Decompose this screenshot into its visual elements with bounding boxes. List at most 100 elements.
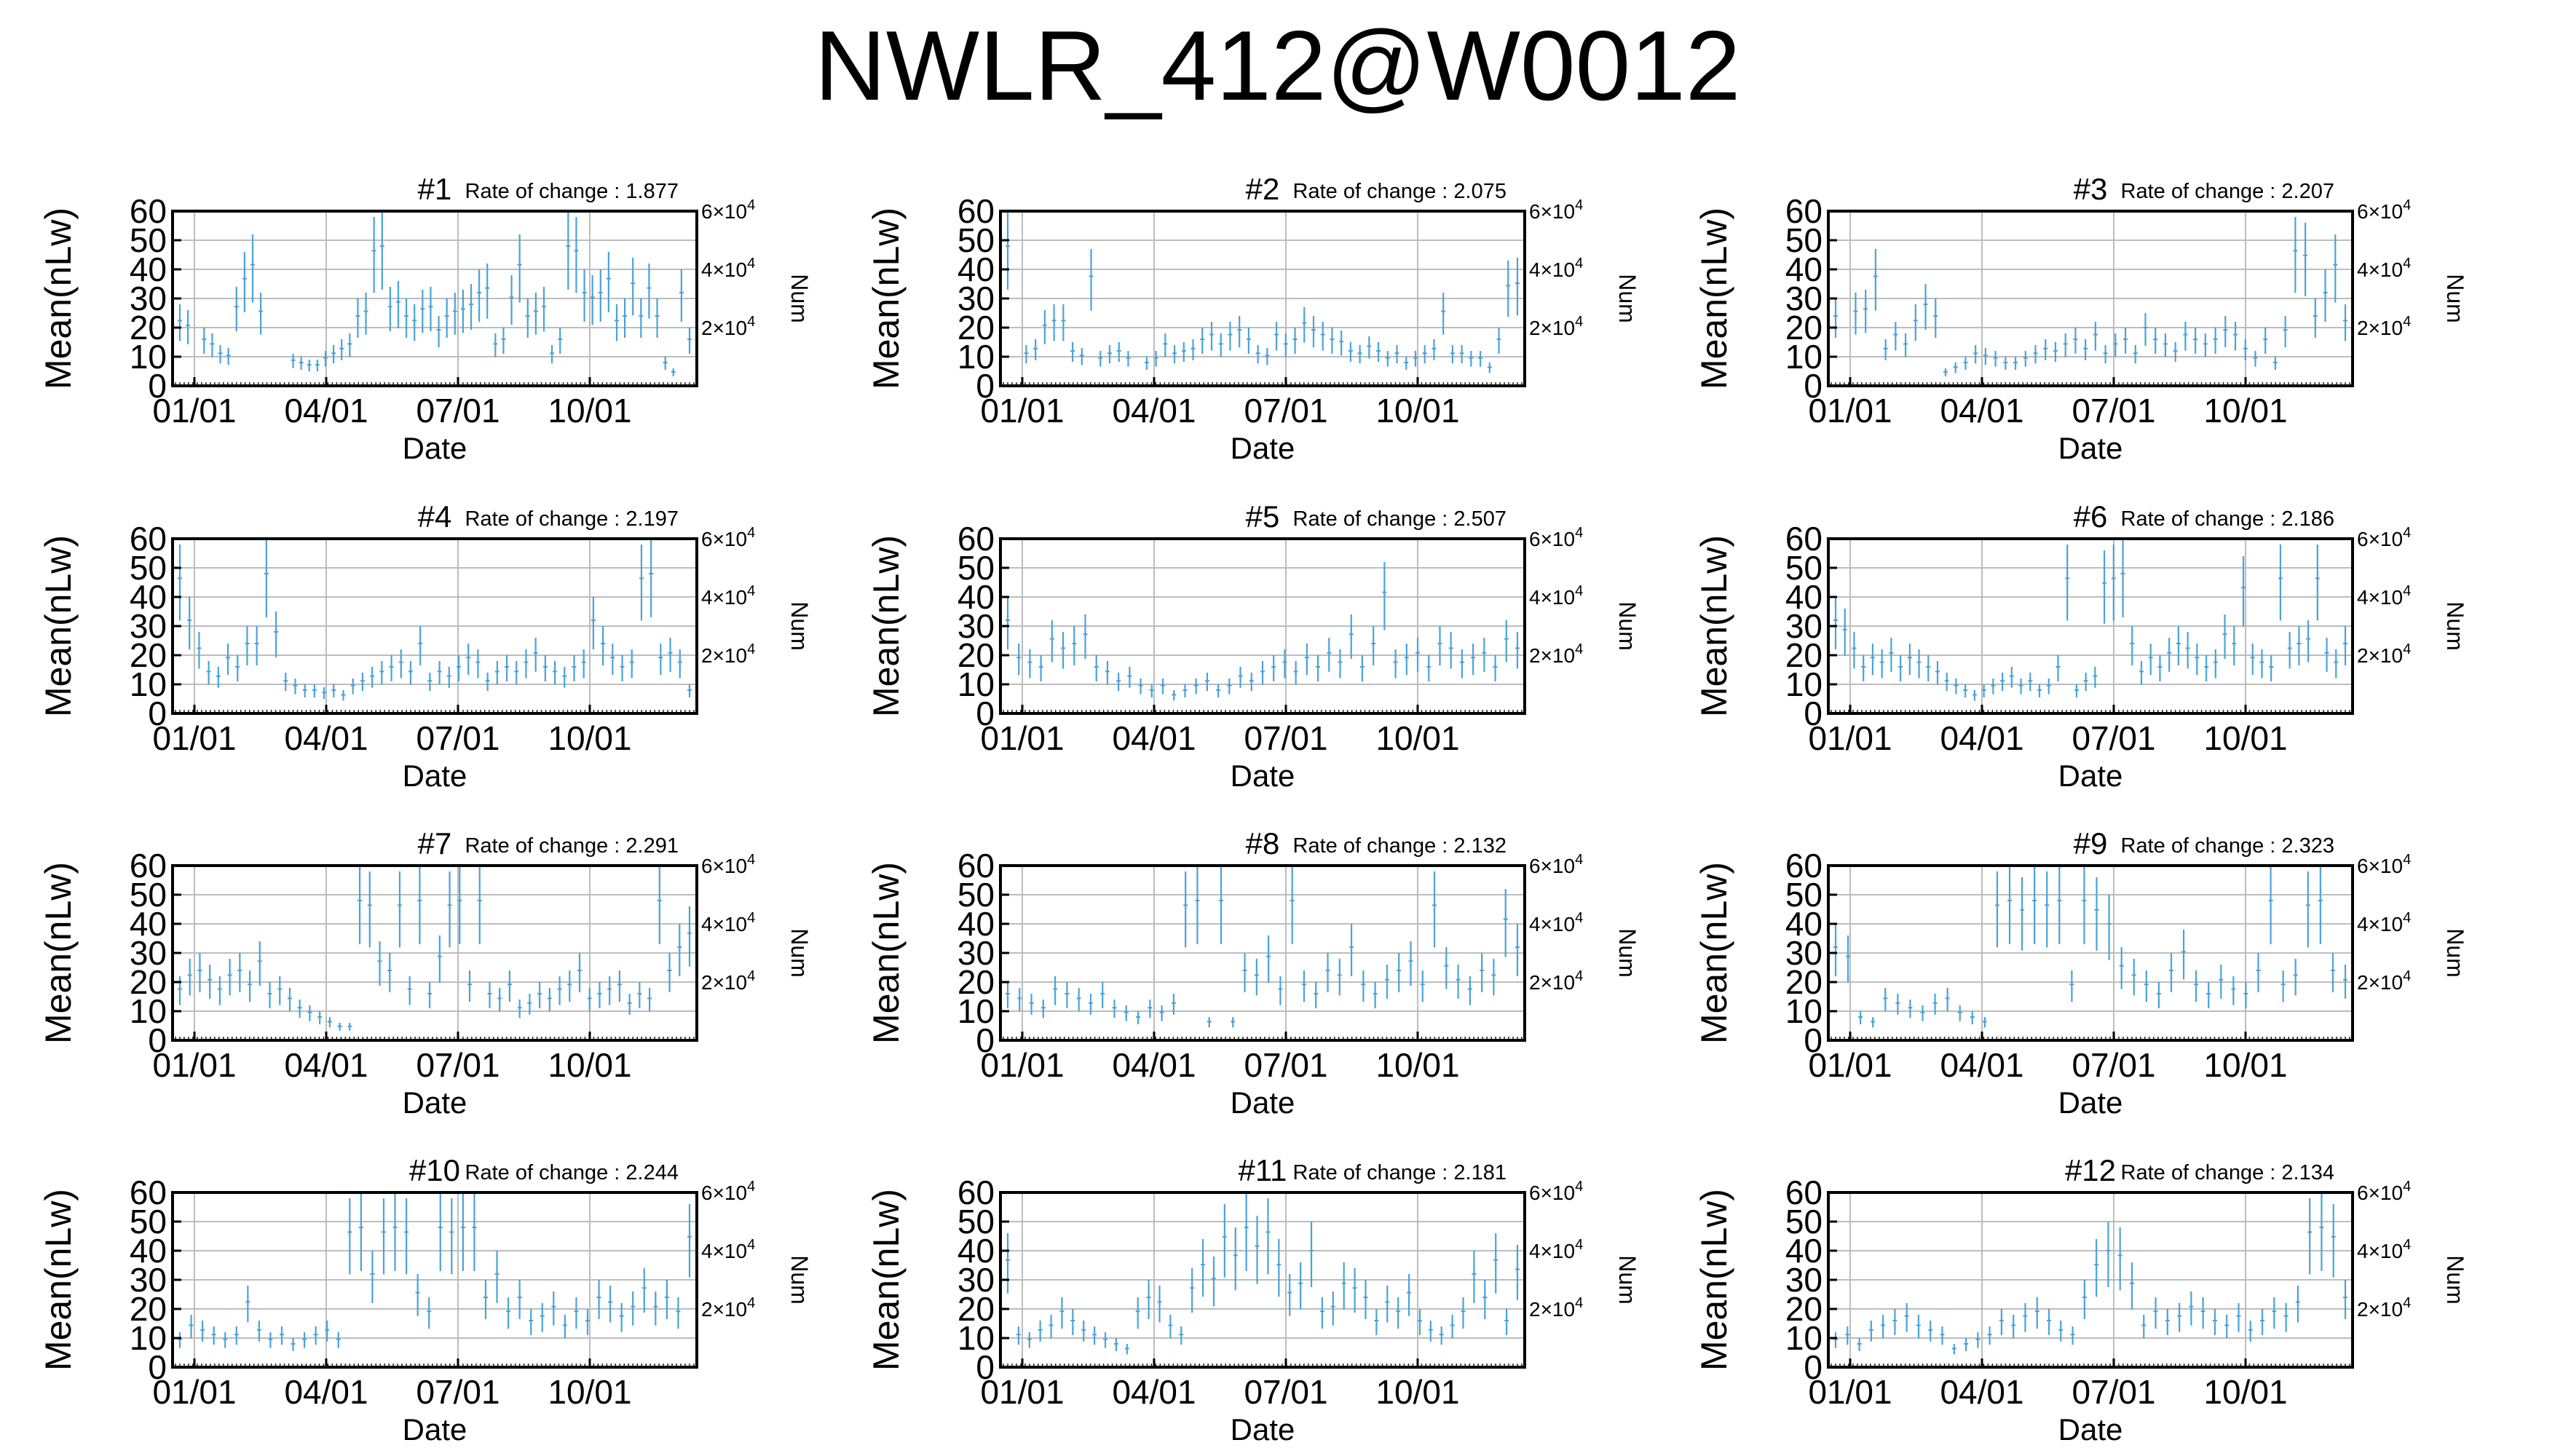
x-tick-label-11: 07/01 xyxy=(1244,1373,1327,1411)
x-axis-label-1: Date xyxy=(403,431,467,465)
x-tick-label-3: 01/01 xyxy=(1808,392,1892,430)
rate-of-change-5: Rate of change : 2.507 xyxy=(1293,507,1506,531)
y-tick-label-6: 60 xyxy=(1785,520,1823,558)
y-tick-label-2: 60 xyxy=(957,192,995,230)
rate-of-change-2: Rate of change : 2.075 xyxy=(1293,180,1506,203)
y2-tick-label-10: 2×104 xyxy=(701,1295,755,1321)
y-tick-label-6: 20 xyxy=(1785,636,1823,674)
y2-tick-label-12: 4×104 xyxy=(2357,1237,2411,1262)
y-tick-label-6: 30 xyxy=(1785,607,1823,645)
y-tick-label-11: 60 xyxy=(957,1174,995,1211)
y-tick-label-6: 40 xyxy=(1785,578,1823,616)
x-axis-label-11: Date xyxy=(1231,1412,1295,1447)
y-tick-label-2: 0 xyxy=(976,367,995,405)
y-tick-label-8: 60 xyxy=(957,847,995,885)
y-tick-label-7: 10 xyxy=(130,992,167,1030)
x-tick-label-7: 07/01 xyxy=(416,1046,499,1084)
y-axis-label-8: Mean(nLw) xyxy=(866,862,907,1044)
x-tick-label-4: 04/01 xyxy=(284,719,368,757)
y-tick-label-3: 50 xyxy=(1785,221,1823,259)
y-tick-label-7: 60 xyxy=(130,847,167,885)
y-tick-label-1: 10 xyxy=(130,338,167,376)
y-tick-label-3: 10 xyxy=(1785,338,1823,376)
y-tick-label-7: 0 xyxy=(148,1021,167,1059)
y-tick-label-12: 30 xyxy=(1785,1261,1823,1299)
y2-tick-label-12: 2×104 xyxy=(2357,1295,2411,1321)
y-tick-label-11: 20 xyxy=(957,1290,995,1328)
y2-tick-label-4: 6×104 xyxy=(701,525,755,550)
x-tick-label-9: 01/01 xyxy=(1808,1046,1892,1084)
panel-title-11: #11 xyxy=(1239,1153,1287,1187)
y-tick-label-2: 30 xyxy=(957,280,995,317)
x-tick-label-7: 10/01 xyxy=(548,1046,631,1084)
y-tick-label-4: 50 xyxy=(130,549,167,587)
y-tick-label-7: 40 xyxy=(130,905,167,943)
y-tick-label-9: 40 xyxy=(1785,905,1823,943)
x-tick-label-9: 10/01 xyxy=(2203,1046,2287,1084)
y-tick-label-10: 30 xyxy=(130,1261,167,1299)
x-tick-label-9: 04/01 xyxy=(1940,1046,2023,1084)
y2-tick-label-11: 2×104 xyxy=(1529,1295,1583,1321)
y-tick-label-6: 0 xyxy=(1804,695,1823,732)
x-tick-label-4: 01/01 xyxy=(152,719,236,757)
y-tick-label-5: 10 xyxy=(957,665,995,703)
y-axis-label-5: Mean(nLw) xyxy=(866,535,907,717)
x-tick-label-12: 04/01 xyxy=(1940,1373,2023,1411)
x-tick-label-12: 01/01 xyxy=(1808,1373,1892,1411)
x-tick-label-2: 04/01 xyxy=(1112,392,1196,430)
x-tick-label-10: 04/01 xyxy=(284,1373,368,1411)
main-title: NWLR_412@W0012 xyxy=(814,10,1741,121)
y-tick-label-1: 30 xyxy=(130,280,167,317)
y2-axis-label-1: Num xyxy=(786,274,813,323)
x-tick-label-3: 04/01 xyxy=(1940,392,2023,430)
y-tick-label-7: 30 xyxy=(130,934,167,972)
y2-axis-label-6: Num xyxy=(2442,601,2468,651)
y-tick-label-2: 40 xyxy=(957,250,995,288)
y-tick-label-7: 20 xyxy=(130,963,167,1001)
x-tick-label-8: 07/01 xyxy=(1244,1046,1327,1084)
y-tick-label-4: 10 xyxy=(130,665,167,703)
y-axis-label-12: Mean(nLw) xyxy=(1694,1189,1734,1371)
rate-of-change-10: Rate of change : 2.244 xyxy=(465,1161,679,1184)
x-tick-label-1: 07/01 xyxy=(416,392,499,430)
y-tick-label-5: 0 xyxy=(976,695,995,732)
y2-tick-label-3: 4×104 xyxy=(2357,256,2411,281)
y-tick-label-5: 40 xyxy=(957,578,995,616)
x-axis-label-2: Date xyxy=(1231,431,1295,465)
y-tick-label-10: 20 xyxy=(130,1290,167,1328)
y-tick-label-10: 0 xyxy=(148,1348,167,1386)
y-tick-label-8: 10 xyxy=(957,992,995,1030)
y2-tick-label-2: 4×104 xyxy=(1529,256,1583,281)
x-tick-label-10: 10/01 xyxy=(548,1373,631,1411)
x-tick-label-4: 10/01 xyxy=(548,719,631,757)
y-tick-label-8: 0 xyxy=(976,1021,995,1059)
y-tick-label-4: 60 xyxy=(130,520,167,558)
x-tick-label-11: 01/01 xyxy=(980,1373,1064,1411)
x-tick-label-2: 01/01 xyxy=(980,392,1064,430)
y2-axis-label-9: Num xyxy=(2442,928,2468,978)
y-tick-label-4: 30 xyxy=(130,607,167,645)
panel-title-5: #5 xyxy=(1246,499,1280,534)
y2-tick-label-6: 6×104 xyxy=(2357,525,2411,550)
x-tick-label-11: 04/01 xyxy=(1112,1373,1196,1411)
y-tick-label-12: 50 xyxy=(1785,1203,1823,1241)
x-tick-label-6: 01/01 xyxy=(1808,719,1892,757)
rate-of-change-3: Rate of change : 2.207 xyxy=(2121,180,2334,203)
y2-tick-label-10: 4×104 xyxy=(701,1237,755,1262)
x-tick-label-1: 04/01 xyxy=(284,392,368,430)
x-tick-label-10: 01/01 xyxy=(152,1373,236,1411)
y-tick-label-9: 0 xyxy=(1804,1021,1823,1059)
y-tick-label-3: 40 xyxy=(1785,250,1823,288)
y-tick-label-4: 40 xyxy=(130,578,167,616)
rate-of-change-8: Rate of change : 2.132 xyxy=(1293,834,1506,858)
rate-of-change-11: Rate of change : 2.181 xyxy=(1293,1161,1506,1184)
y2-tick-label-1: 6×104 xyxy=(701,197,755,223)
y-tick-label-9: 30 xyxy=(1785,934,1823,972)
y-axis-label-11: Mean(nLw) xyxy=(866,1189,907,1371)
y2-tick-label-8: 6×104 xyxy=(1529,852,1583,877)
x-tick-label-5: 04/01 xyxy=(1112,719,1196,757)
y2-tick-label-8: 2×104 xyxy=(1529,968,1583,994)
x-tick-label-12: 10/01 xyxy=(2203,1373,2287,1411)
y2-axis-label-12: Num xyxy=(2442,1255,2468,1305)
